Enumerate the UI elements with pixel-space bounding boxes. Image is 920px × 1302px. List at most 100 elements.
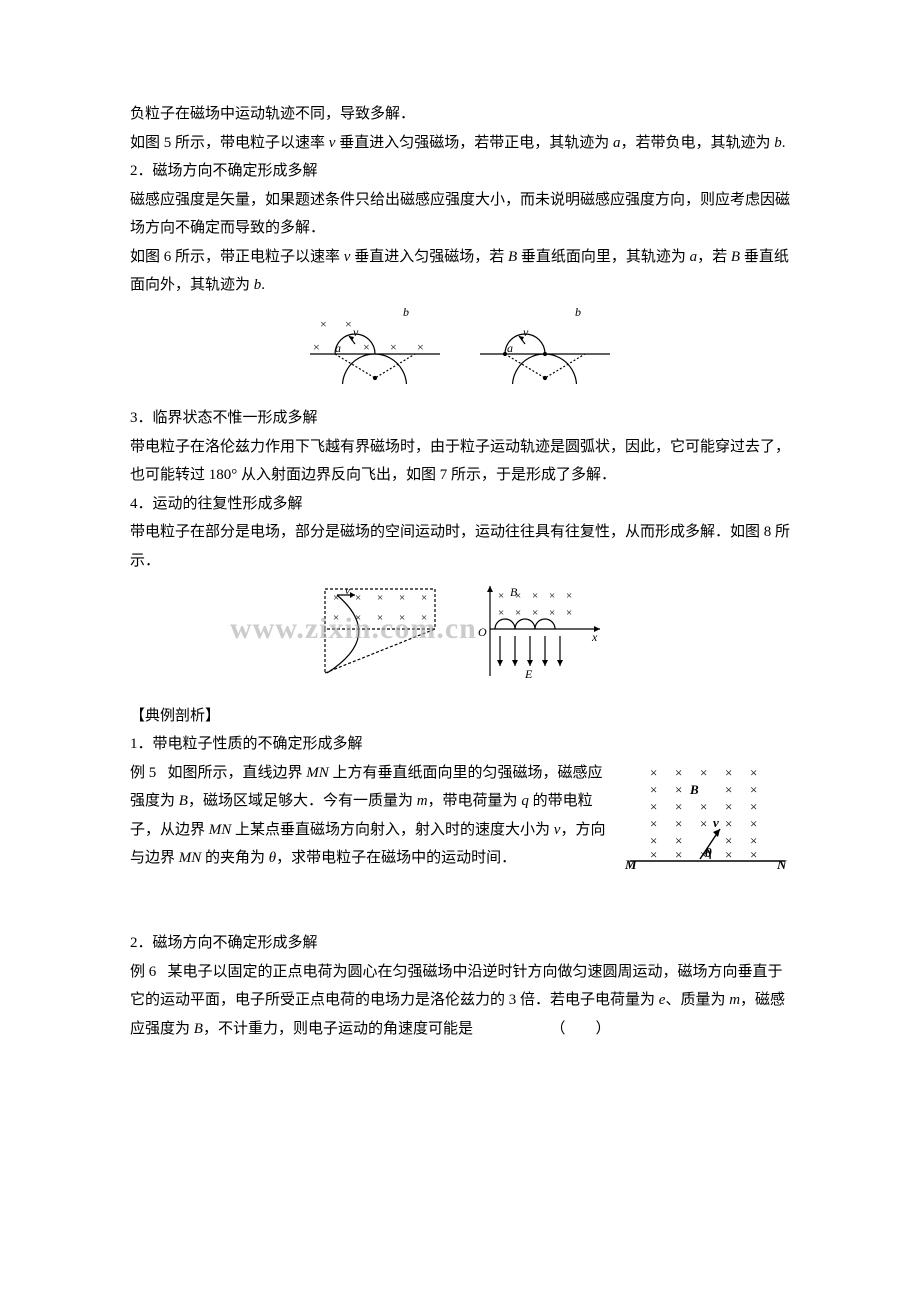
svg-text:×: × [549, 607, 555, 619]
svg-text:×: × [675, 816, 682, 831]
heading-3: 3．临界状态不惟一形成多解 [130, 404, 790, 433]
svg-text:E: E [524, 667, 533, 681]
svg-text:v: v [345, 585, 350, 597]
var-B: B [194, 1021, 203, 1037]
body-text: ，磁场区域足够大．今有一质量为 [188, 793, 417, 809]
var-B: B [731, 249, 740, 265]
svg-text:×: × [549, 590, 555, 602]
svg-text:×: × [417, 340, 424, 354]
svg-text:×: × [363, 340, 370, 354]
var-MN: MN [209, 822, 232, 838]
svg-text:×: × [750, 833, 757, 848]
section-label: 【典例剖析】 [130, 702, 790, 731]
svg-text:M: M [625, 857, 637, 871]
heading-2: 2．磁场方向不确定形成多解 [130, 157, 790, 186]
body-text: 垂直进入匀强磁场，若带正电，其轨迹为 [335, 135, 613, 151]
var-MN: MN [179, 850, 202, 866]
svg-text:×: × [390, 340, 397, 354]
svg-text:×: × [532, 590, 538, 602]
body-text: 的夹角为 [201, 850, 269, 866]
body-text: 磁感应强度是矢量，如果题述条件只给出磁感应强度大小，而未说明磁感应强度方向，则应… [130, 192, 790, 237]
svg-text:×: × [650, 847, 657, 862]
svg-text:×: × [750, 799, 757, 814]
svg-text:×: × [725, 782, 732, 797]
var-m: m [417, 793, 428, 809]
svg-text:×: × [675, 833, 682, 848]
svg-text:x: x [591, 630, 598, 644]
svg-text:a: a [335, 341, 341, 355]
svg-text:×: × [725, 816, 732, 831]
svg-text:O: O [478, 625, 487, 639]
svg-text:×: × [333, 612, 339, 624]
svg-text:×: × [675, 799, 682, 814]
example-title: 例 6 [130, 964, 156, 980]
svg-text:×: × [650, 833, 657, 848]
svg-text:×: × [498, 607, 504, 619]
body-text: 垂直进入匀强磁场，若 [350, 249, 508, 265]
body-text: ，若带负电，其轨迹为 [620, 135, 774, 151]
var-B: B [508, 249, 517, 265]
body-text: . [782, 135, 786, 151]
body-text: 上某点垂直磁场方向射入，射入时的速度大小为 [231, 822, 554, 838]
body-text: 、质量为 [665, 992, 729, 1008]
body-text: ，求带电粒子在磁场中的运动时间． [276, 850, 516, 866]
body-text: 如图 6 所示，带正电粒子以速率 [130, 249, 344, 265]
body-text: 带电粒子在洛伦兹力作用下飞越有界磁场时，由于粒子运动轨迹是圆弧状，因此，它可能穿… [130, 439, 790, 484]
svg-text:×: × [333, 592, 339, 604]
answer-blank: （ ） [550, 1021, 610, 1037]
svg-text:×: × [320, 317, 327, 331]
svg-text:×: × [750, 847, 757, 862]
body-text: 负粒子在磁场中运动轨迹不同，导致多解． [130, 106, 415, 122]
var-B: B [179, 793, 188, 809]
svg-text:θ: θ [705, 845, 712, 860]
heading-4: 4．运动的往复性形成多解 [130, 490, 790, 519]
body-text: ，若 [697, 249, 731, 265]
figure-6: ×× ×××× a b v [130, 306, 790, 395]
svg-text:×: × [566, 607, 572, 619]
svg-text:×: × [377, 592, 383, 604]
svg-text:×: × [421, 592, 427, 604]
svg-text:×: × [498, 590, 504, 602]
svg-text:v: v [713, 815, 719, 830]
svg-text:×: × [725, 833, 732, 848]
svg-text:×: × [725, 765, 732, 780]
subheading-2: 2．磁场方向不确定形成多解 [130, 929, 790, 958]
svg-text:×: × [345, 317, 352, 331]
svg-text:×: × [675, 847, 682, 862]
subheading-1: 1．带电粒子性质的不确定形成多解 [130, 730, 790, 759]
svg-text:×: × [650, 782, 657, 797]
svg-text:a: a [507, 341, 513, 355]
svg-text:×: × [650, 816, 657, 831]
figure-8: × × × × × × × × × × v × × × × [130, 581, 790, 692]
body-text: ，带电荷量为 [428, 793, 522, 809]
svg-text:×: × [750, 782, 757, 797]
svg-text:N: N [776, 857, 787, 871]
svg-text:×: × [355, 592, 361, 604]
svg-text:v: v [523, 325, 529, 339]
svg-text:×: × [750, 765, 757, 780]
svg-text:×: × [750, 816, 757, 831]
svg-text:×: × [675, 765, 682, 780]
svg-text:b: b [403, 306, 409, 319]
svg-text:×: × [532, 607, 538, 619]
svg-text:×: × [700, 765, 707, 780]
var-b: b [774, 135, 782, 151]
svg-text:B: B [510, 585, 518, 599]
example-title: 例 5 [130, 765, 156, 781]
svg-text:×: × [700, 816, 707, 831]
svg-text:×: × [725, 847, 732, 862]
svg-text:×: × [399, 612, 405, 624]
svg-text:×: × [313, 340, 320, 354]
var-m: m [729, 992, 740, 1008]
body-text: 垂直纸面向里，其轨迹为 [517, 249, 690, 265]
var-MN: MN [306, 765, 329, 781]
svg-text:×: × [566, 590, 572, 602]
svg-text:×: × [421, 612, 427, 624]
svg-text:×: × [650, 765, 657, 780]
svg-text:×: × [650, 799, 657, 814]
svg-text:×: × [675, 782, 682, 797]
svg-text:v: v [353, 325, 359, 339]
body-text: 如图 5 所示，带电粒子以速率 [130, 135, 329, 151]
svg-text:×: × [515, 607, 521, 619]
svg-text:×: × [377, 612, 383, 624]
